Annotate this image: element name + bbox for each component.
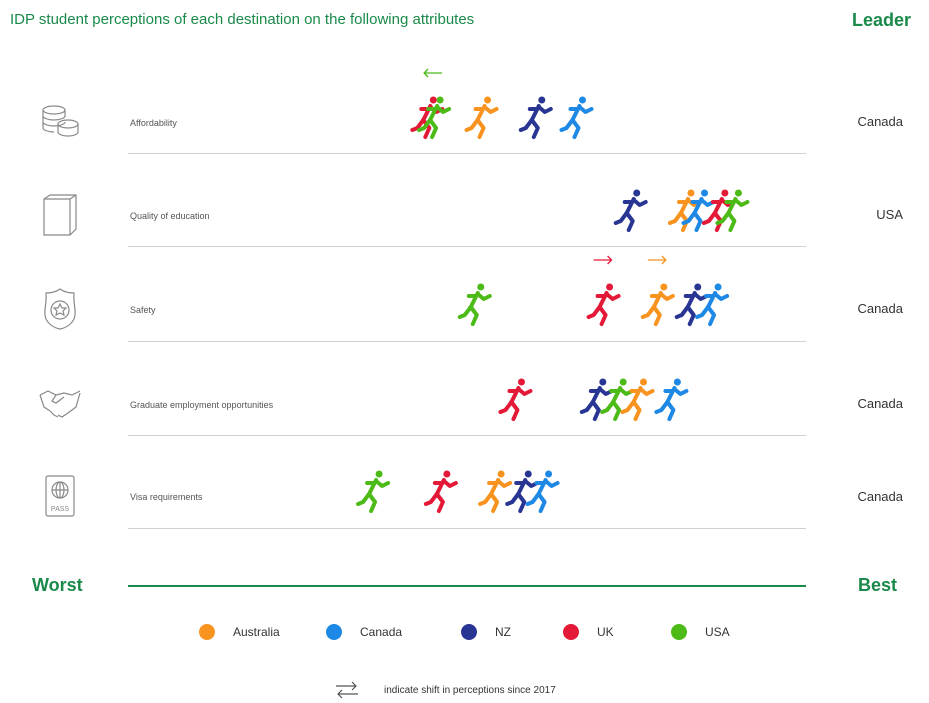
- runner-uk: [498, 378, 533, 421]
- runner-australia: [464, 96, 499, 139]
- legend-item-nz: NZ: [461, 624, 511, 640]
- axis-worst-label: Worst: [32, 575, 83, 595]
- shift-arrow-usa: [423, 68, 443, 78]
- runner-canada: [681, 189, 716, 232]
- handshake-icon: [39, 390, 81, 418]
- axis-line: [128, 585, 806, 587]
- runner-australia: [478, 470, 513, 513]
- runner-usa: [356, 470, 391, 513]
- runner-australia: [620, 378, 655, 421]
- runner-canada: [559, 96, 594, 139]
- passport-label: PASS: [51, 506, 69, 513]
- runner-nz: [518, 96, 553, 139]
- legend-label: Australia: [233, 625, 280, 639]
- row-divider: [128, 246, 806, 247]
- axis-best-label: Best: [857, 575, 897, 595]
- row-label-quality: Quality of education: [130, 211, 210, 221]
- legend-label: USA: [705, 625, 730, 639]
- row-label-safety: Safety: [130, 305, 156, 315]
- runner-australia: [640, 283, 675, 326]
- book-icon: [43, 194, 77, 236]
- row-label-employment: Graduate employment opportunities: [130, 400, 274, 410]
- row-divider: [128, 153, 806, 154]
- runner-usa: [417, 96, 452, 139]
- row-leader-quality: USA: [876, 207, 903, 222]
- shift-arrow-australia: [647, 255, 667, 265]
- row-leader-visa: Canada: [857, 489, 903, 504]
- runner-usa: [600, 378, 635, 421]
- leader-header: Leader: [851, 10, 911, 30]
- runner-nz: [674, 283, 709, 326]
- legend-item-australia: Australia: [199, 624, 280, 640]
- runner-uk: [423, 470, 458, 513]
- row-label-affordability: Affordability: [130, 118, 177, 128]
- badge-icon: [44, 288, 76, 330]
- row-divider: [128, 341, 806, 342]
- runner-uk: [586, 283, 621, 326]
- legend-dot: [199, 624, 215, 640]
- legend-dot: [563, 624, 579, 640]
- runner-nz: [613, 189, 648, 232]
- runner-canada: [695, 283, 730, 326]
- legend-dot: [461, 624, 477, 640]
- legend-item-canada: Canada: [326, 624, 402, 640]
- legend-item-uk: UK: [563, 624, 614, 640]
- runner-nz: [505, 470, 540, 513]
- shift-arrows-icon: [336, 681, 358, 699]
- legend-dot: [671, 624, 687, 640]
- legend-dot: [326, 624, 342, 640]
- legend-item-usa: USA: [671, 624, 730, 640]
- shift-note: indicate shift in perceptions since 2017: [334, 680, 556, 700]
- passport-icon: PASS: [45, 475, 75, 517]
- legend-label: UK: [597, 625, 614, 639]
- row-divider: [128, 435, 806, 436]
- runner-usa: [457, 283, 492, 326]
- row-leader-employment: Canada: [857, 396, 903, 411]
- chart-title: IDP student perceptions of each destinat…: [10, 11, 475, 28]
- row-leader-safety: Canada: [857, 301, 903, 316]
- runner-usa: [715, 189, 750, 232]
- shift-note-text: indicate shift in perceptions since 2017: [384, 684, 556, 696]
- runner-canada: [525, 470, 560, 513]
- coins-icon: [42, 105, 79, 137]
- legend-label: Canada: [360, 625, 403, 639]
- row-divider: [128, 528, 806, 529]
- row-leader-affordability: Canada: [857, 114, 903, 129]
- row-label-visa: Visa requirements: [130, 492, 203, 502]
- legend-label: NZ: [495, 625, 511, 639]
- runner-canada: [654, 378, 689, 421]
- shift-arrow-uk: [593, 255, 613, 265]
- runner-nz: [579, 378, 614, 421]
